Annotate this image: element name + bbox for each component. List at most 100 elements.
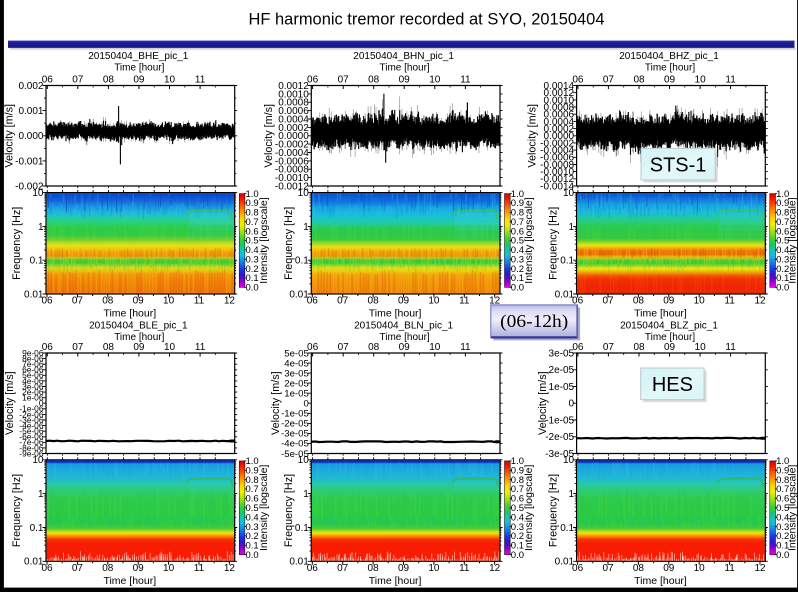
svg-text:0.5: 0.5 <box>246 503 259 514</box>
svg-text:0.0000: 0.0000 <box>278 131 309 142</box>
svg-text:08: 08 <box>368 342 380 353</box>
svg-text:10: 10 <box>298 188 310 199</box>
svg-text:0.002: 0.002 <box>18 81 43 92</box>
svg-text:0.01: 0.01 <box>289 557 309 568</box>
svg-text:Time [hour]: Time [hour] <box>369 308 422 320</box>
svg-text:-0.0004: -0.0004 <box>275 148 309 159</box>
svg-text:08: 08 <box>103 342 115 353</box>
svg-text:-0.0012: -0.0012 <box>275 181 309 192</box>
svg-text:08: 08 <box>633 75 645 86</box>
svg-text:0.8: 0.8 <box>776 208 789 219</box>
svg-text:0: 0 <box>303 399 308 410</box>
svg-text:Time [hour]: Time [hour] <box>103 575 156 587</box>
svg-text:11: 11 <box>725 75 736 86</box>
svg-text:09: 09 <box>133 563 145 574</box>
svg-text:Frequency [Hz]: Frequency [Hz] <box>548 207 560 280</box>
svg-text:10: 10 <box>164 342 176 353</box>
svg-text:07: 07 <box>338 342 350 353</box>
svg-text:07: 07 <box>72 563 84 574</box>
svg-text:0.0004: 0.0004 <box>544 117 575 128</box>
svg-text:0.0012: 0.0012 <box>544 88 575 99</box>
svg-text:08: 08 <box>103 75 115 86</box>
svg-text:08: 08 <box>633 563 645 574</box>
svg-text:10: 10 <box>429 75 441 86</box>
svg-text:0.2: 0.2 <box>246 264 259 275</box>
svg-text:2e-05: 2e-05 <box>284 378 309 389</box>
svg-text:0.1: 0.1 <box>560 256 574 267</box>
svg-text:0.01: 0.01 <box>289 289 309 300</box>
svg-text:07: 07 <box>337 296 349 307</box>
svg-text:08: 08 <box>102 563 114 574</box>
svg-text:Intensity [logscale]: Intensity [logscale] <box>523 197 535 283</box>
svg-text:0.0008: 0.0008 <box>544 102 575 113</box>
svg-text:10: 10 <box>32 455 44 466</box>
svg-text:0.5: 0.5 <box>511 236 524 247</box>
svg-text:20150404_BHE_pic_1: 20150404_BHE_pic_1 <box>88 51 189 62</box>
svg-text:12: 12 <box>754 296 766 307</box>
svg-text:2e-05: 2e-05 <box>549 365 575 376</box>
svg-text:0.8: 0.8 <box>511 475 524 486</box>
svg-text:10: 10 <box>163 563 175 574</box>
svg-text:-5e-05: -5e-05 <box>281 449 309 460</box>
svg-text:6e-06: 6e-06 <box>22 365 44 375</box>
svg-text:09: 09 <box>663 563 675 574</box>
svg-text:-9e-06: -9e-06 <box>19 448 44 458</box>
svg-text:09: 09 <box>398 296 410 307</box>
svg-text:-0.0012: -0.0012 <box>540 174 574 185</box>
svg-text:08: 08 <box>368 563 380 574</box>
svg-text:11: 11 <box>194 296 205 307</box>
svg-text:0.6: 0.6 <box>776 226 789 237</box>
svg-text:0.8: 0.8 <box>511 208 524 219</box>
svg-text:7e-06: 7e-06 <box>22 359 44 369</box>
svg-text:12: 12 <box>224 296 236 307</box>
svg-text:08: 08 <box>368 75 380 86</box>
svg-text:0.3: 0.3 <box>246 522 259 533</box>
svg-text:0.6: 0.6 <box>776 494 789 505</box>
svg-text:Frequency [Hz]: Frequency [Hz] <box>11 207 23 280</box>
svg-text:1e-05: 1e-05 <box>284 389 309 400</box>
svg-text:0.8: 0.8 <box>776 475 789 486</box>
svg-text:11: 11 <box>459 296 470 307</box>
svg-text:Intensity [logscale]: Intensity [logscale] <box>258 465 270 551</box>
svg-text:-4e-06: -4e-06 <box>19 420 44 430</box>
svg-text:-0.0004: -0.0004 <box>540 146 574 157</box>
svg-text:07: 07 <box>72 75 84 86</box>
svg-text:0.0002: 0.0002 <box>544 124 575 135</box>
svg-text:3e-05: 3e-05 <box>549 348 575 359</box>
svg-text:Frequency [Hz]: Frequency [Hz] <box>283 474 295 547</box>
svg-text:0.2: 0.2 <box>511 531 524 542</box>
svg-text:-0.0002: -0.0002 <box>540 138 574 149</box>
svg-text:0.5: 0.5 <box>511 503 524 514</box>
svg-text:Time [hour]: Time [hour] <box>645 332 695 343</box>
svg-text:-2e-06: -2e-06 <box>19 409 44 419</box>
svg-text:Time [hour]: Time [hour] <box>369 575 422 587</box>
svg-text:2e-06: 2e-06 <box>22 387 44 397</box>
svg-text:0.6: 0.6 <box>511 226 524 237</box>
svg-text:0.0: 0.0 <box>511 550 524 561</box>
svg-text:10: 10 <box>32 188 44 199</box>
svg-text:10: 10 <box>694 296 706 307</box>
svg-text:-2e-05: -2e-05 <box>545 432 574 443</box>
svg-text:0.1: 0.1 <box>560 523 574 534</box>
svg-text:-2e-05: -2e-05 <box>281 419 309 430</box>
svg-text:11: 11 <box>724 296 735 307</box>
svg-text:0.0010: 0.0010 <box>544 95 575 106</box>
svg-text:11: 11 <box>195 342 206 353</box>
svg-text:11: 11 <box>459 563 470 574</box>
svg-text:0.0: 0.0 <box>246 283 259 294</box>
svg-text:07: 07 <box>603 75 615 86</box>
svg-text:10: 10 <box>695 75 707 86</box>
svg-text:HF harmonic tremor recorded at: HF harmonic tremor recorded at SYO, 2015… <box>249 9 605 28</box>
svg-text:0.0006: 0.0006 <box>278 106 309 117</box>
svg-text:0.1: 0.1 <box>511 273 524 284</box>
svg-text:10: 10 <box>298 455 310 466</box>
svg-text:4e-06: 4e-06 <box>22 376 44 386</box>
svg-text:0.0006: 0.0006 <box>544 110 575 121</box>
svg-text:08: 08 <box>368 296 380 307</box>
svg-text:-0.0006: -0.0006 <box>540 153 574 164</box>
svg-text:0.01: 0.01 <box>555 557 575 568</box>
svg-text:0.5: 0.5 <box>246 236 259 247</box>
svg-text:0.9: 0.9 <box>776 466 789 477</box>
svg-text:11: 11 <box>724 563 735 574</box>
svg-text:1.0: 1.0 <box>776 456 789 467</box>
